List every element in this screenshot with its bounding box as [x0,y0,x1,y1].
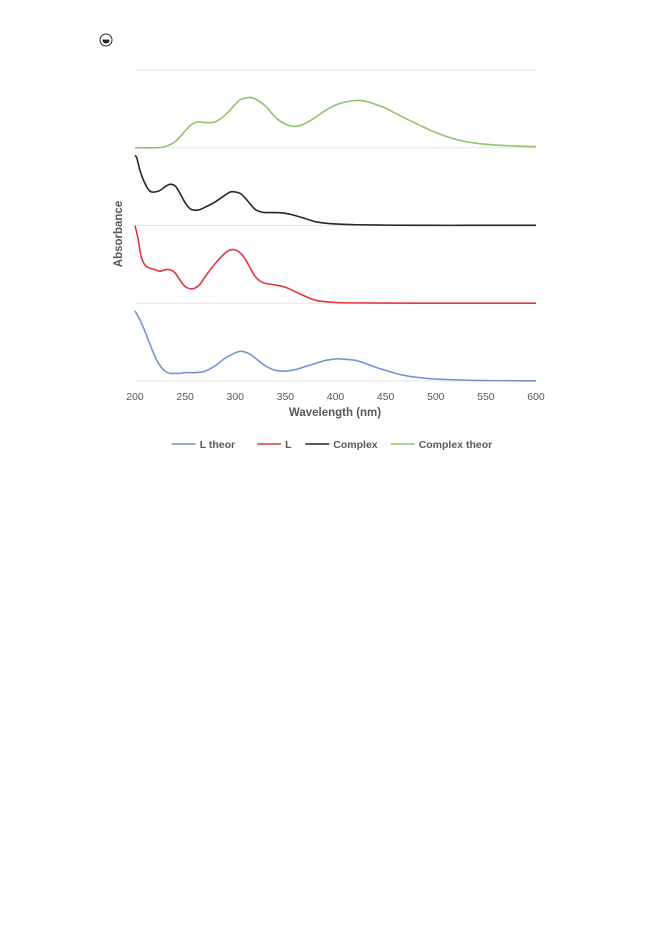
x-tick-label: 500 [427,391,445,403]
series-line-complex [134,154,536,227]
legend-item-complex-theor: Complex theor [390,439,493,451]
x-tick-label: 350 [277,391,295,403]
y-axis-title: Absorbance [113,201,125,267]
legend-label: L theor [200,439,235,451]
series-lines [134,96,537,382]
legend-label: L [285,439,292,451]
x-tick-label: 600 [527,391,545,403]
x-tick-label: 450 [377,391,395,403]
x-axis-title: Wavelength (nm) [289,407,381,419]
series-line-l-theor [134,310,537,382]
legend-item-l: L [257,439,292,451]
x-tick-label: 400 [327,391,345,403]
legend-label: Complex [333,439,378,451]
x-tick-labels: 200 250 300 350 400 450 500 550 600 [126,391,545,403]
legend-item-l-theor: L theor [171,439,235,451]
legend-item-complex: Complex [305,439,378,451]
x-tick-label: 550 [477,391,495,403]
series-line-l [134,225,536,304]
absorbance-chart: 200 250 300 350 400 450 500 550 600 Wavelength (… [113,69,545,451]
series-line-complex-theor [134,96,537,149]
x-tick-label: 300 [226,391,244,403]
x-tick-label: 200 [126,391,144,403]
circled-half-icon [99,33,113,47]
legend-label: Complex theor [419,439,493,451]
legend: L theor L Complex Complex theor [171,439,493,451]
x-tick-label: 250 [176,391,194,403]
